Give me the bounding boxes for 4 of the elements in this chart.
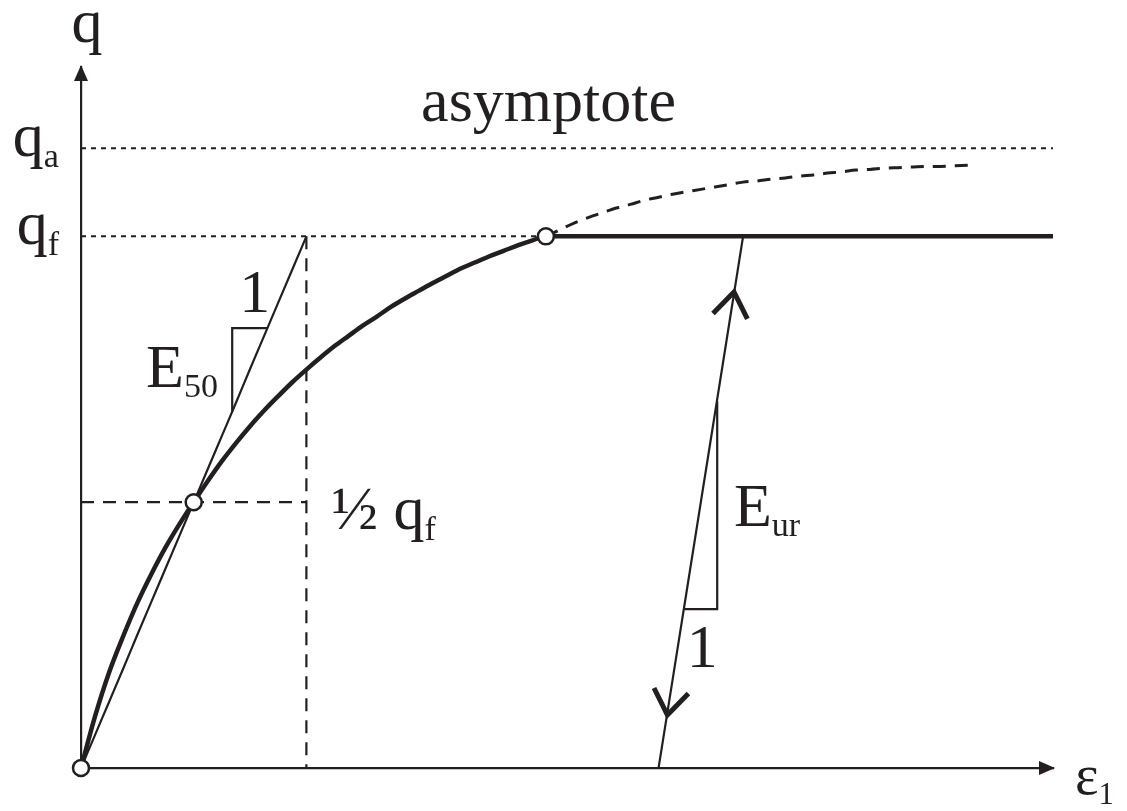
annotation: 1 [239, 257, 271, 326]
annotation: 1 [686, 611, 718, 680]
y-axis-title: q [71, 0, 103, 55]
text: asymptote [421, 66, 676, 135]
